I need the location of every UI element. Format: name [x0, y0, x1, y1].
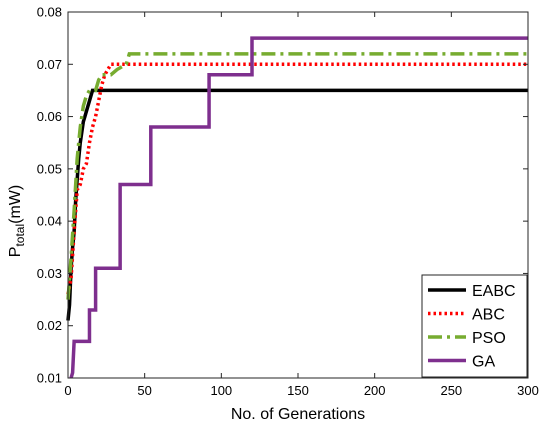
y-tick-label: 0.05: [37, 161, 62, 176]
legend: EABC ABC PSO GA: [421, 274, 528, 378]
legend-label-ga: GA: [472, 354, 495, 371]
y-tick-label: 0.07: [37, 57, 62, 72]
x-tick-label: 0: [64, 383, 71, 398]
legend-label-abc: ABC: [472, 307, 505, 324]
x-tick-label: 200: [364, 383, 386, 398]
y-axis-label-subscript: total: [13, 224, 27, 247]
y-tick-label: 0.03: [37, 266, 62, 281]
y-axis-label-unit: (mW): [7, 185, 24, 224]
x-tick-label: 100: [210, 383, 232, 398]
legend-label-eabc: EABC: [472, 283, 516, 300]
y-tick-label: 0.08: [37, 5, 62, 20]
series-line-ga: [69, 36, 528, 379]
series-layer: [66, 36, 528, 379]
y-tick-label: 0.04: [37, 214, 62, 229]
x-tick-label: 150: [287, 383, 309, 398]
series-line-pso: [66, 52, 528, 300]
y-tick-label: 0.01: [37, 371, 62, 386]
svg-text:Ptotal(mW): Ptotal(mW): [7, 185, 27, 257]
x-axis-label: No. of Generations: [231, 406, 365, 423]
y-tick-label: 0.06: [37, 109, 62, 124]
x-tick-label: 250: [440, 383, 462, 398]
tick-labels: 0 50 100 150 200 250 300 0.01 0.02 0.03 0.04 0.05 0.…: [37, 5, 539, 399]
x-tick-label: 300: [517, 383, 539, 398]
legend-label-pso: PSO: [472, 330, 506, 347]
y-axis-label: Ptotal(mW): [7, 185, 27, 257]
x-tick-label: 50: [137, 383, 151, 398]
y-axis-label-main: P: [7, 247, 24, 258]
y-tick-label: 0.02: [37, 318, 62, 333]
